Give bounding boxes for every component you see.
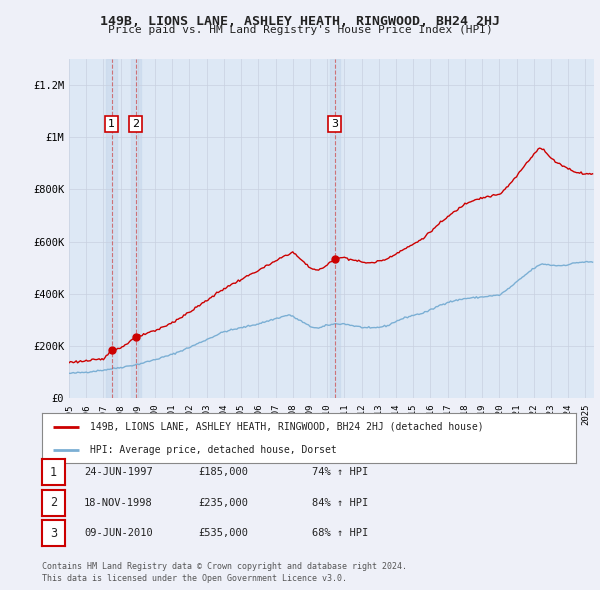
Text: 149B, LIONS LANE, ASHLEY HEATH, RINGWOOD, BH24 2HJ: 149B, LIONS LANE, ASHLEY HEATH, RINGWOOD… (100, 15, 500, 28)
Text: 24-JUN-1997: 24-JUN-1997 (84, 467, 153, 477)
Text: £535,000: £535,000 (198, 529, 248, 538)
Text: This data is licensed under the Open Government Licence v3.0.: This data is licensed under the Open Gov… (42, 574, 347, 583)
Bar (106, 59, 116, 398)
Text: 149B, LIONS LANE, ASHLEY HEATH, RINGWOOD, BH24 2HJ (detached house): 149B, LIONS LANE, ASHLEY HEATH, RINGWOOD… (90, 421, 484, 431)
Text: Contains HM Land Registry data © Crown copyright and database right 2024.: Contains HM Land Registry data © Crown c… (42, 562, 407, 571)
Bar (329, 59, 340, 398)
Text: HPI: Average price, detached house, Dorset: HPI: Average price, detached house, Dors… (90, 445, 337, 455)
Text: 3: 3 (50, 527, 57, 540)
Text: Price paid vs. HM Land Registry's House Price Index (HPI): Price paid vs. HM Land Registry's House … (107, 25, 493, 35)
Text: 18-NOV-1998: 18-NOV-1998 (84, 498, 153, 507)
Text: £235,000: £235,000 (198, 498, 248, 507)
Text: 68% ↑ HPI: 68% ↑ HPI (312, 529, 368, 538)
Text: 2: 2 (50, 496, 57, 509)
Text: 1: 1 (108, 119, 115, 129)
Text: 84% ↑ HPI: 84% ↑ HPI (312, 498, 368, 507)
Text: 2: 2 (132, 119, 139, 129)
Text: 74% ↑ HPI: 74% ↑ HPI (312, 467, 368, 477)
Text: £185,000: £185,000 (198, 467, 248, 477)
Text: 09-JUN-2010: 09-JUN-2010 (84, 529, 153, 538)
Bar (131, 59, 141, 398)
Text: 1: 1 (50, 466, 57, 478)
Text: 3: 3 (331, 119, 338, 129)
